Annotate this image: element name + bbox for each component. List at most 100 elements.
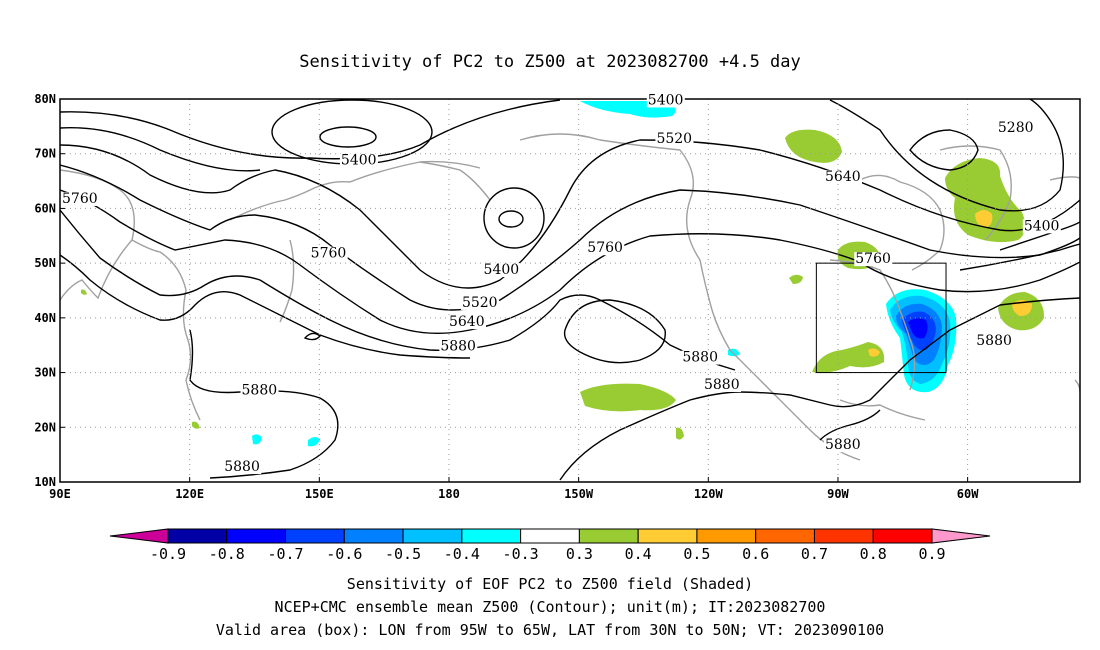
shade-patch-atlantic-core xyxy=(1012,300,1032,316)
contour-label: 5880 xyxy=(976,333,1012,349)
colorbar-tick-label: 0.5 xyxy=(683,545,710,563)
shade-patch-wpac-1 xyxy=(252,434,262,445)
contour-label-bg xyxy=(824,438,862,453)
contour-5880-a xyxy=(60,209,736,371)
contour-labels: 5400 5400 5400 5280 5400 5520 5520 5640 5640 5760… xyxy=(61,92,1061,475)
contour-5520 xyxy=(60,139,1080,289)
longitude-ticks: 90E 120E 150E 180 150W 120W 90W 60W xyxy=(49,477,979,501)
contour-5880-south xyxy=(559,297,1080,481)
contour-label: 5880 xyxy=(682,350,718,366)
shade-patch-greenland-core xyxy=(975,210,993,228)
lon-tick-label: 120E xyxy=(175,487,204,501)
latitude-ticks: 80N 70N 60N 50N 40N 30N 20N 10N xyxy=(34,92,65,489)
colorbar-swatch xyxy=(520,528,580,544)
contour-label: 5400 xyxy=(484,262,520,278)
lon-tick-label: 60W xyxy=(957,487,979,501)
colorbar-tick-label: -0.8 xyxy=(209,545,245,563)
contour-label-bg xyxy=(655,131,694,146)
lat-tick-label: 50N xyxy=(34,256,56,270)
contour-5760-a xyxy=(60,189,1080,334)
contour-5280-core xyxy=(909,129,979,171)
shade-patch-wpac-2 xyxy=(308,437,320,447)
colorbar-tick-label: -0.4 xyxy=(444,545,480,563)
colorbar-swatch xyxy=(872,528,933,544)
caption-line-3: Valid area (box): LON from 95W to 65W, L… xyxy=(216,621,884,639)
lat-tick-label: 40N xyxy=(34,311,56,325)
contour-label-bg xyxy=(646,93,685,108)
coast-japan xyxy=(279,239,295,323)
contour-5880-wpac xyxy=(189,329,339,479)
contour-label: 5760 xyxy=(855,251,891,267)
contour-label-bg xyxy=(482,263,521,278)
map-panel xyxy=(60,99,1080,482)
lat-tick-label: 80N xyxy=(34,92,56,106)
lon-tick-label: 150W xyxy=(564,487,594,501)
contour-label: 5400 xyxy=(341,153,377,169)
lat-tick-label: 70N xyxy=(34,147,56,161)
colorbar-tick-label: -0.7 xyxy=(267,545,303,563)
coast-china xyxy=(131,239,201,421)
contour-label-bg xyxy=(61,191,99,206)
lat-tick-label: 20N xyxy=(34,420,56,434)
z500-contours xyxy=(60,99,1080,481)
colorbar-tick-label: 0.6 xyxy=(742,545,769,563)
contour-label: 5760 xyxy=(311,246,347,262)
lon-tick-label: 90W xyxy=(827,487,849,501)
coast-labrador xyxy=(859,174,945,271)
colorbar-swatch xyxy=(343,528,404,544)
contour-5400-west-2 xyxy=(60,126,261,172)
contour-5640 xyxy=(60,164,1080,311)
contour-label-bg xyxy=(824,170,862,185)
coast-siberia xyxy=(229,160,481,221)
colorbar-tick-label: 0.3 xyxy=(566,545,593,563)
contour-5280-ring xyxy=(829,99,1065,212)
shade-patch-gulf xyxy=(812,342,885,373)
contour-small-loop xyxy=(303,332,322,341)
contour-label-bg xyxy=(975,334,1014,349)
colorbar-swatch xyxy=(637,528,698,544)
contour-label: 5400 xyxy=(648,92,684,108)
contour-label: 5880 xyxy=(242,382,278,398)
lat-tick-label: 30N xyxy=(34,366,56,380)
coast-caribbean xyxy=(839,399,926,421)
shade-patch-india xyxy=(81,289,87,295)
shade-patch-greenland xyxy=(945,158,1026,243)
colorbar-tick-label: 0.4 xyxy=(625,545,652,563)
lon-tick-label: 90E xyxy=(49,487,71,501)
map-frame xyxy=(59,98,1081,483)
contour-label: 5760 xyxy=(587,240,623,256)
contour-label: 5520 xyxy=(462,295,498,311)
shade-patch-canada-north xyxy=(785,129,842,163)
coast-greenland xyxy=(939,145,1012,241)
figure-title: Sensitivity of PC2 to Z500 at 2023082700… xyxy=(299,52,801,72)
lon-tick-label: 180 xyxy=(438,487,460,501)
contour-label: 5640 xyxy=(825,169,861,185)
contour-label: 5880 xyxy=(224,459,260,475)
colorbar-swatch xyxy=(226,528,287,544)
contour-label: 5880 xyxy=(440,339,476,355)
contour-label-bg xyxy=(223,460,262,475)
colorbar-swatch xyxy=(755,528,815,544)
contour-label-bg xyxy=(339,153,378,168)
contour-5400-west xyxy=(60,99,561,160)
contour-label: 5880 xyxy=(704,377,740,393)
contour-label-bg xyxy=(1022,219,1061,234)
contour-label: 5520 xyxy=(656,131,692,147)
contour-label-bg xyxy=(460,295,499,310)
colorbar-tick-label: 0.7 xyxy=(801,545,828,563)
caption-line-1: Sensitivity of EOF PC2 to Z500 field (Sh… xyxy=(347,575,753,593)
contour-label: 5760 xyxy=(62,191,98,207)
colorbar-tick-label: -0.3 xyxy=(503,545,539,563)
contour-label-bg xyxy=(439,339,478,354)
colorbar: -0.9 -0.8 -0.7 -0.6 -0.5 -0.4 -0.3 0.3 0.4 0.5 0.6… xyxy=(109,528,991,563)
contour-high-pacific xyxy=(563,299,666,364)
colorbar-swatch xyxy=(167,528,228,544)
contour-label-bg xyxy=(309,246,348,261)
colorbar-swatch xyxy=(285,528,345,544)
colorbar-tick-label: 0.8 xyxy=(860,545,887,563)
contour-label-bg xyxy=(240,383,279,398)
colorbar-swatch xyxy=(696,528,757,544)
shade-patch-wpac-3 xyxy=(192,421,200,429)
colorbar-tick-label: 0.9 xyxy=(918,545,945,563)
